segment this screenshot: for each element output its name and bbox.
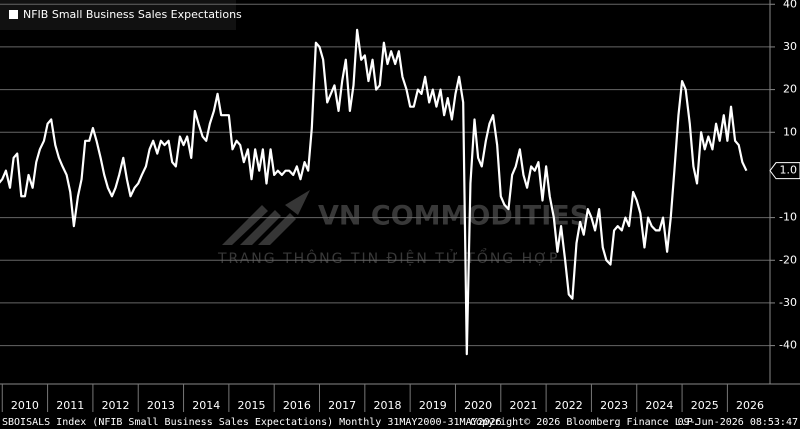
x-tick-label: 2010 (11, 399, 39, 412)
y-tick-label: -30 (779, 296, 797, 309)
x-tick-label: 2020 (464, 399, 492, 412)
x-tick-label: 2012 (102, 399, 130, 412)
x-tick-label: 2016 (283, 399, 311, 412)
x-tick-label: 2018 (373, 399, 401, 412)
y-tick-label: 40 (783, 0, 797, 10)
x-tick-label: 2024 (645, 399, 673, 412)
footer-copyright: Copyright© 2026 Bloomberg Finance L.P. (470, 417, 699, 428)
footer-timestamp: 09-Jun-2026 08:53:47 (678, 417, 798, 428)
y-tick-label: -10 (779, 211, 797, 224)
y-tick-label: -40 (779, 339, 797, 352)
footer-source: SBOISALS Index (NFIB Small Business Sale… (2, 417, 502, 428)
x-tick-label: 2017 (328, 399, 356, 412)
legend-box (0, 0, 236, 30)
x-tick-label: 2015 (238, 399, 266, 412)
x-tick-label: 2022 (555, 399, 583, 412)
legend-label: NFIB Small Business Sales Expectations (23, 8, 242, 21)
x-tick-label: 2023 (600, 399, 628, 412)
x-tick-label: 2021 (509, 399, 537, 412)
y-tick-label: 10 (783, 125, 797, 138)
y-tick-label: 20 (783, 83, 797, 96)
x-tick-label: 2014 (192, 399, 220, 412)
x-tick-label: 2025 (691, 399, 719, 412)
x-tick-label: 2019 (419, 399, 447, 412)
watermark-logo (222, 190, 310, 245)
last-value-marker (769, 162, 800, 180)
y-tick-label: -20 (779, 253, 797, 266)
x-tick-label: 2013 (147, 399, 175, 412)
x-tick-label: 2026 (736, 399, 764, 412)
y-tick-label: 30 (783, 40, 797, 53)
series-line (0, 28, 748, 356)
legend-swatch (9, 10, 18, 19)
last-value-label: 1.0 (780, 164, 798, 177)
watermark-title: VN COMMODITIES (318, 201, 589, 232)
watermark-subtitle: TRANG THÔNG TIN ĐIỆN TỬ TỔNG HỢP (217, 248, 559, 267)
x-tick-label: 2011 (56, 399, 84, 412)
